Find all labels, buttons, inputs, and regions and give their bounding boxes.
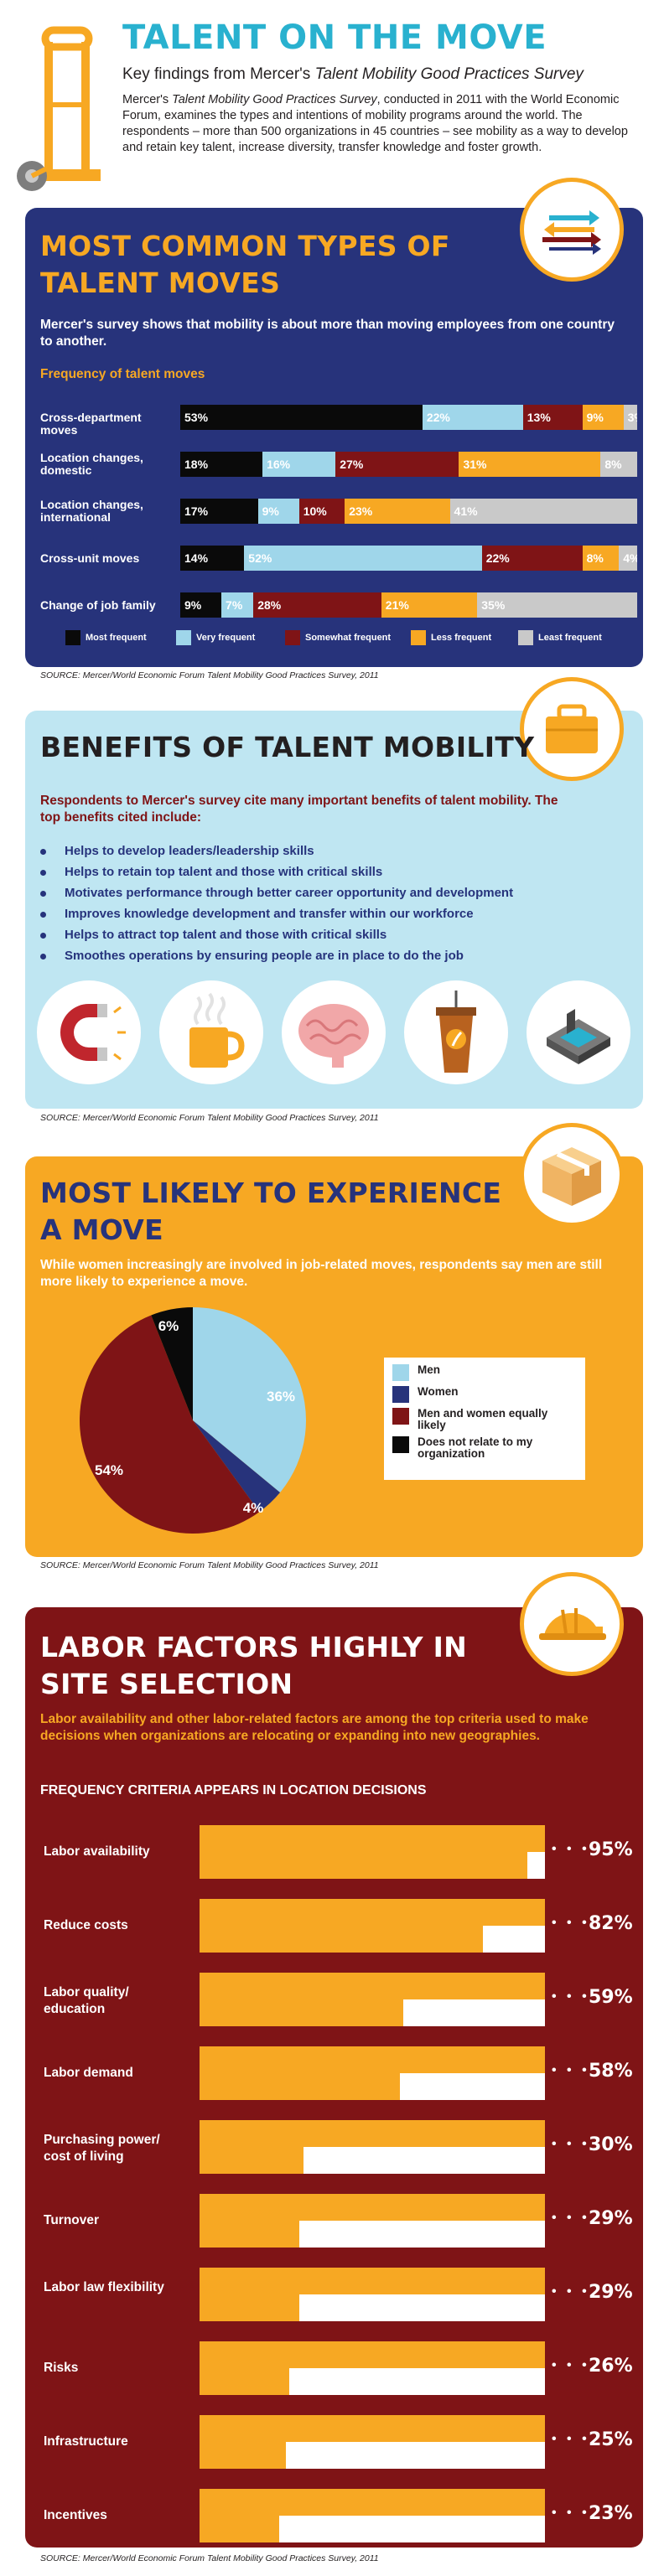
- cardboard-box-icon: [542, 1147, 601, 1206]
- bullet-icon: [40, 869, 46, 876]
- section1-title: MOST COMMON TYPES OF TALENT MOVES: [40, 230, 450, 299]
- briefcase-badge: [520, 677, 624, 781]
- section4-intro: Labor availability and other labor-relat…: [40, 1712, 589, 1743]
- benefit-icons-row: [30, 979, 642, 1088]
- podium-icon: [404, 980, 508, 1084]
- benefit-text: Helps to develop leaders/leadership skil…: [65, 844, 314, 858]
- intro-paragraph: Mercer's Talent Mobility Good Practices …: [122, 93, 628, 154]
- move-likelihood-pie: 36% 4% 54% 6%: [79, 1307, 306, 1534]
- hand-truck-icon: [12, 25, 104, 201]
- legend-label: Somewhat frequent: [305, 633, 392, 643]
- page-subtitle: Key findings from Mercer's Talent Mobili…: [122, 65, 584, 83]
- legend-label: Women: [418, 1385, 459, 1398]
- benefit-text: Motivates performance through better car…: [65, 886, 514, 900]
- pie-slice: [79, 1315, 260, 1534]
- section2-title: BENEFITS OF TALENT MOBILITY: [40, 731, 535, 763]
- hardhat-badge: [520, 1572, 624, 1676]
- legend-label: Least frequent: [538, 633, 602, 643]
- legend-label: Men and women equally likely: [418, 1407, 548, 1431]
- legend-swatch: [65, 630, 80, 645]
- section3-title: MOST LIKELY TO EXPERIENCE A MOVE: [40, 1177, 502, 1246]
- section3-source: SOURCE: Mercer/World Economic Forum Tale…: [40, 1560, 379, 1570]
- labor-chart-title: FREQUENCY CRITERIA APPEARS IN LOCATION D…: [40, 1783, 427, 1798]
- section2-source: SOURCE: Mercer/World Economic Forum Tale…: [40, 1113, 379, 1123]
- pie-legend-item: Does not relate to my organization: [392, 1436, 577, 1460]
- arrows-badge: [520, 178, 624, 282]
- talent-moves-chart-title: Frequency of talent moves: [40, 367, 205, 381]
- section2-intro: Respondents to Mercer's survey cite many…: [40, 794, 558, 825]
- legend-label: Less frequent: [431, 633, 492, 643]
- legend-swatch: [176, 630, 191, 645]
- section3-intro: While women increasingly are involved in…: [40, 1258, 603, 1289]
- pie-data-label: 6%: [158, 1318, 179, 1334]
- pie-slice: [151, 1307, 193, 1420]
- arrows-icon: [542, 210, 601, 255]
- section4-source: SOURCE: Mercer/World Economic Forum Tale…: [40, 2553, 379, 2563]
- bullet-icon: [40, 932, 46, 939]
- benefit-text: Improves knowledge development and trans…: [65, 907, 474, 921]
- pie-slice: [193, 1420, 281, 1513]
- pie-legend-item: Men: [392, 1364, 577, 1381]
- benefit-text: Helps to attract top talent and those wi…: [65, 928, 387, 942]
- section4-title: LABOR FACTORS HIGHLY IN SITE SELECTION: [40, 1631, 468, 1700]
- labor-factors-panel: [25, 1607, 643, 2548]
- brain-icon: [282, 980, 386, 1084]
- legend-swatch: [392, 1386, 409, 1403]
- legend-label: Most frequent: [86, 633, 147, 643]
- legend-label: Does not relate to my organization: [418, 1435, 533, 1460]
- benefit-item: Helps to retain top talent and those wit…: [40, 861, 627, 882]
- legend-swatch: [392, 1364, 409, 1381]
- section1-source: SOURCE: Mercer/World Economic Forum Tale…: [40, 670, 379, 680]
- talent-moves-panel: [25, 208, 643, 667]
- benefit-item: Motivates performance through better car…: [40, 882, 627, 903]
- section1-intro: Mercer's survey shows that mobility is a…: [40, 318, 615, 349]
- pie-data-label: 4%: [243, 1500, 264, 1516]
- hard-hat-icon: [539, 1608, 606, 1640]
- pie-legend: Men Women Men and women equally likely Does…: [384, 1358, 585, 1480]
- coffee-mug-icon: [159, 980, 263, 1084]
- box-badge: [520, 1123, 624, 1227]
- bullet-icon: [40, 890, 46, 897]
- benefit-item: Helps to develop leaders/leadership skil…: [40, 841, 627, 861]
- legend-swatch: [285, 630, 300, 645]
- pie-data-label: 54%: [95, 1462, 123, 1478]
- benefit-item: Helps to attract top talent and those wi…: [40, 924, 627, 945]
- legend-swatch: [392, 1408, 409, 1425]
- legend-label: Very frequent: [196, 633, 256, 643]
- benefit-item: Smoothes operations by ensuring people a…: [40, 945, 627, 966]
- page-title: TALENT ON THE MOVE: [122, 18, 547, 57]
- magnet-icon: [37, 980, 141, 1084]
- benefit-text: Smoothes operations by ensuring people a…: [65, 949, 464, 963]
- pie-data-label: 36%: [267, 1389, 295, 1404]
- bullet-icon: [40, 911, 46, 918]
- pie-slice: [193, 1307, 306, 1493]
- briefcase-icon: [546, 704, 598, 753]
- bullet-icon: [40, 848, 46, 855]
- benefit-text: Helps to retain top talent and those wit…: [65, 865, 383, 879]
- legend-swatch: [518, 630, 533, 645]
- benefit-item: Improves knowledge development and trans…: [40, 903, 627, 924]
- bullet-icon: [40, 953, 46, 960]
- pie-legend-item: Men and women equally likely: [392, 1408, 577, 1431]
- office-layout-icon: [527, 980, 630, 1084]
- pie-legend-item: Women: [392, 1386, 577, 1403]
- legend-label: Men: [418, 1363, 440, 1376]
- benefits-list: Helps to develop leaders/leadership skil…: [40, 841, 627, 966]
- legend-swatch: [392, 1436, 409, 1453]
- talent-moves-legend: Most frequent Very frequent Somewhat frequ…: [65, 630, 635, 647]
- legend-swatch: [411, 630, 426, 645]
